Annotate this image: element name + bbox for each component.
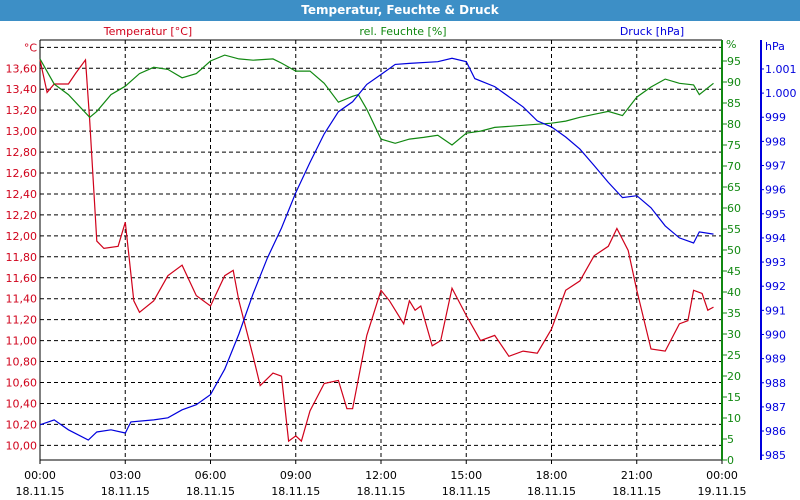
temperature-tick-label: 11,60 bbox=[6, 272, 38, 285]
temperature-tick-label: 10,60 bbox=[6, 376, 38, 389]
series-line-humidity bbox=[39, 54, 714, 146]
temperature-tick-label: 13,00 bbox=[6, 125, 38, 138]
x-tick-time: 18:00 bbox=[536, 469, 568, 482]
pressure-tick-label: 989 bbox=[765, 353, 786, 366]
x-tick-date: 18.11.15 bbox=[357, 485, 406, 498]
pressure-tick-label: 997 bbox=[765, 160, 786, 173]
x-tick-date: 18.11.15 bbox=[271, 485, 320, 498]
humidity-tick-label: 5 bbox=[727, 433, 734, 446]
humidity-tick-label: 90 bbox=[727, 76, 741, 89]
x-tick-time: 00:00 bbox=[706, 469, 738, 482]
temperature-tick-label: 13,20 bbox=[6, 104, 38, 117]
pressure-tick-label: 985 bbox=[765, 449, 786, 462]
x-tick-date: 18.11.15 bbox=[16, 485, 65, 498]
pressure-tick-label: 999 bbox=[765, 111, 786, 124]
humidity-tick-label: 45 bbox=[727, 265, 741, 278]
pressure-tick-label: 990 bbox=[765, 328, 786, 341]
humidity-tick-label: 65 bbox=[727, 181, 741, 194]
humidity-tick-label: 15 bbox=[727, 391, 741, 404]
humidity-axis-title: rel. Feuchte [%] bbox=[359, 25, 446, 38]
pressure-tick-label: 992 bbox=[765, 280, 786, 293]
temperature-tick-label: 11,80 bbox=[6, 251, 38, 264]
chart-title: Temperatur, Feuchte & Druck bbox=[0, 0, 800, 21]
x-tick-time: 15:00 bbox=[450, 469, 482, 482]
x-tick-time: 12:00 bbox=[365, 469, 397, 482]
temperature-tick-label: 12,20 bbox=[6, 209, 38, 222]
x-tick-date: 18.11.15 bbox=[442, 485, 491, 498]
x-tick-date: 18.11.15 bbox=[186, 485, 235, 498]
temperature-tick-label: 10,80 bbox=[6, 356, 38, 369]
temperature-tick-label: 10,00 bbox=[6, 439, 38, 452]
humidity-unit-label: % bbox=[726, 38, 736, 51]
temperature-tick-label: 11,40 bbox=[6, 293, 38, 306]
humidity-tick-label: 50 bbox=[727, 244, 741, 257]
temperature-tick-label: 10,40 bbox=[6, 397, 38, 410]
pressure-tick-label: 993 bbox=[765, 256, 786, 269]
x-tick-time: 06:00 bbox=[195, 469, 227, 482]
pressure-tick-label: 996 bbox=[765, 184, 786, 197]
x-tick-date: 18.11.15 bbox=[101, 485, 150, 498]
x-tick-date: 19.11.15 bbox=[698, 485, 747, 498]
temperature-tick-label: 12,80 bbox=[6, 146, 38, 159]
temperature-unit-label: °C bbox=[24, 41, 38, 54]
humidity-tick-label: 10 bbox=[727, 412, 741, 425]
temperature-tick-label: 13,60 bbox=[6, 62, 38, 75]
humidity-tick-label: 55 bbox=[727, 223, 741, 236]
pressure-tick-label: 994 bbox=[765, 232, 786, 245]
pressure-tick-label: 988 bbox=[765, 377, 786, 390]
humidity-tick-label: 20 bbox=[727, 370, 741, 383]
temperature-tick-label: 11,00 bbox=[6, 335, 38, 348]
humidity-tick-label: 60 bbox=[727, 202, 741, 215]
humidity-tick-label: 40 bbox=[727, 286, 741, 299]
humidity-tick-label: 75 bbox=[727, 139, 741, 152]
humidity-tick-label: 85 bbox=[727, 97, 741, 110]
temperature-tick-label: 12,00 bbox=[6, 230, 38, 243]
temperature-tick-label: 13,40 bbox=[6, 83, 38, 96]
temperature-tick-label: 12,40 bbox=[6, 188, 38, 201]
pressure-tick-label: 986 bbox=[765, 425, 786, 438]
pressure-tick-label: 1.001 bbox=[765, 63, 797, 76]
temperature-tick-label: 10,20 bbox=[6, 418, 38, 431]
temperature-axis-title: Temperatur [°C] bbox=[103, 25, 192, 38]
x-tick-date: 18.11.15 bbox=[527, 485, 576, 498]
x-tick-time: 03:00 bbox=[109, 469, 141, 482]
temperature-tick-label: 11,20 bbox=[6, 314, 38, 327]
x-tick-time: 09:00 bbox=[280, 469, 312, 482]
pressure-axis-title: Druck [hPa] bbox=[620, 25, 684, 38]
humidity-tick-label: 70 bbox=[727, 160, 741, 173]
pressure-tick-label: 991 bbox=[765, 304, 786, 317]
series-line-pressure bbox=[39, 57, 714, 441]
pressure-tick-label: 987 bbox=[765, 401, 786, 414]
humidity-tick-label: 0 bbox=[727, 454, 734, 467]
pressure-unit-label: hPa bbox=[765, 40, 785, 53]
temperature-tick-label: 12,60 bbox=[6, 167, 38, 180]
series-line-temperature bbox=[39, 58, 714, 443]
pressure-tick-label: 1.000 bbox=[765, 87, 797, 100]
x-tick-time: 00:00 bbox=[24, 469, 56, 482]
x-tick-date: 18.11.15 bbox=[612, 485, 661, 498]
humidity-tick-label: 25 bbox=[727, 349, 741, 362]
humidity-tick-label: 30 bbox=[727, 328, 741, 341]
humidity-tick-label: 35 bbox=[727, 307, 741, 320]
pressure-tick-label: 998 bbox=[765, 135, 786, 148]
x-tick-time: 21:00 bbox=[621, 469, 653, 482]
humidity-tick-label: 80 bbox=[727, 118, 741, 131]
pressure-tick-label: 995 bbox=[765, 208, 786, 221]
humidity-tick-label: 95 bbox=[727, 55, 741, 68]
